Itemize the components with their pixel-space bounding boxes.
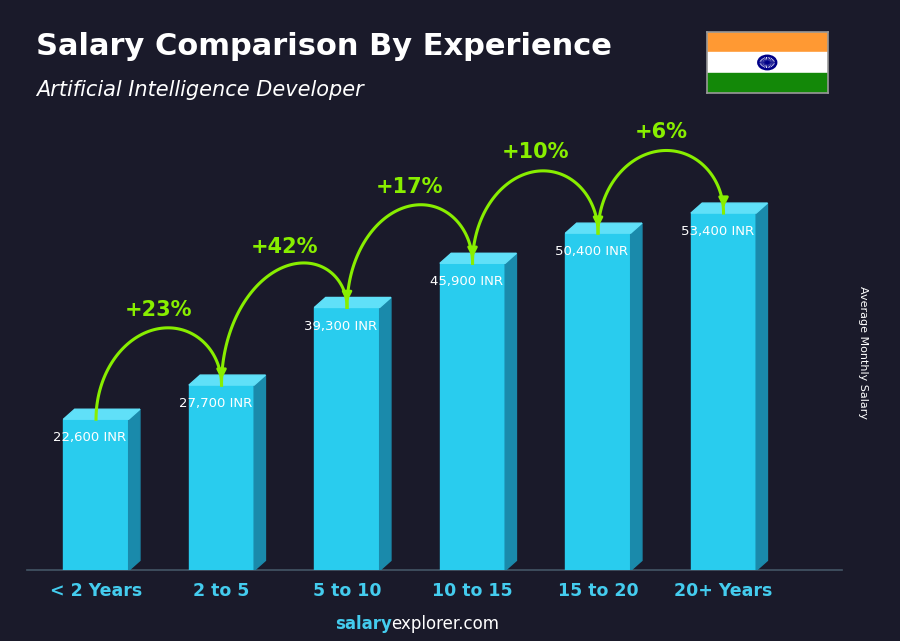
Bar — [706, 53, 828, 72]
Text: +23%: +23% — [125, 299, 193, 320]
Text: 45,900 INR: 45,900 INR — [430, 276, 503, 288]
Text: explorer.com: explorer.com — [392, 615, 500, 633]
Text: +10%: +10% — [501, 142, 569, 162]
Text: +42%: +42% — [250, 237, 318, 258]
Text: Salary Comparison By Experience: Salary Comparison By Experience — [36, 32, 612, 61]
Polygon shape — [631, 223, 642, 570]
Bar — [440, 263, 505, 570]
Polygon shape — [129, 409, 140, 570]
Text: 39,300 INR: 39,300 INR — [304, 319, 377, 333]
Text: Average Monthly Salary: Average Monthly Salary — [859, 286, 868, 419]
Polygon shape — [756, 203, 768, 570]
Polygon shape — [63, 409, 140, 419]
Text: Artificial Intelligence Developer: Artificial Intelligence Developer — [36, 80, 364, 100]
Polygon shape — [254, 375, 266, 570]
Bar — [691, 213, 756, 570]
Bar — [189, 385, 254, 570]
Polygon shape — [505, 253, 517, 570]
Text: 22,600 INR: 22,600 INR — [53, 431, 126, 444]
Text: 27,700 INR: 27,700 INR — [178, 397, 252, 410]
Bar — [706, 32, 828, 53]
Polygon shape — [565, 223, 642, 233]
Bar — [314, 308, 380, 570]
Text: 50,400 INR: 50,400 INR — [555, 246, 628, 258]
Polygon shape — [189, 375, 266, 385]
Circle shape — [766, 62, 769, 63]
Text: +6%: +6% — [634, 122, 688, 142]
Polygon shape — [440, 253, 517, 263]
Polygon shape — [380, 297, 391, 570]
Bar — [706, 72, 828, 93]
Text: +17%: +17% — [376, 177, 444, 197]
Bar — [63, 419, 129, 570]
Text: 53,400 INR: 53,400 INR — [680, 225, 754, 238]
Text: salary: salary — [335, 615, 392, 633]
Polygon shape — [314, 297, 391, 308]
Polygon shape — [691, 203, 768, 213]
Bar — [565, 233, 631, 570]
